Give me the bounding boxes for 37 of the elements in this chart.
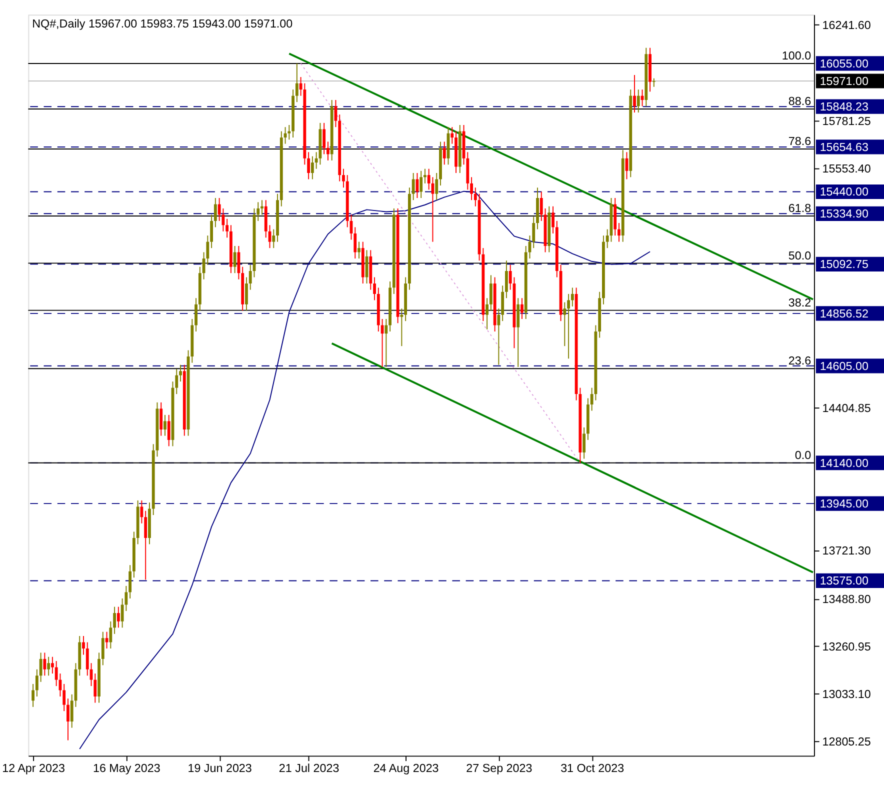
ref-line-label: 15092.75 xyxy=(820,258,868,272)
x-tick-label: 24 Aug 2023 xyxy=(373,762,439,775)
annotation: 88.6 xyxy=(788,95,812,108)
x-tick-label: 21 Jul 2023 xyxy=(278,762,340,775)
y-tick-label: 15781.25 xyxy=(822,114,871,128)
annotation: 50.0 xyxy=(788,249,812,262)
ref-line-label: 15848.23 xyxy=(820,100,868,114)
y-tick-label: 13260.95 xyxy=(822,640,871,654)
x-tick-label: 12 Apr 2023 xyxy=(2,762,65,775)
ref-line-label: 15334.90 xyxy=(820,208,869,221)
y-tick-label: 13488.80 xyxy=(822,593,872,606)
ref-line-label: 15971.00 xyxy=(820,74,869,88)
annotation: 78.6 xyxy=(788,135,812,148)
y-tick-label: 15553.40 xyxy=(822,162,872,176)
x-tick-label: 19 Jun 2023 xyxy=(188,762,252,775)
x-tick-label: 27 Sep 2023 xyxy=(466,762,532,775)
y-tick-label: 13721.30 xyxy=(822,544,872,558)
ref-line-label: 15440.00 xyxy=(820,186,869,199)
annotation: 0.0 xyxy=(794,448,812,462)
x-tick-label: 31 Oct 2023 xyxy=(560,762,624,775)
y-tick-label: 14404.85 xyxy=(822,402,871,416)
annotation: 100.0 xyxy=(782,50,812,63)
ref-line-label: 13945.00 xyxy=(820,497,869,510)
ref-line-label: 14605.00 xyxy=(820,360,869,373)
ref-line-label: 16055.00 xyxy=(820,57,869,70)
x-tick-label: 16 May 2023 xyxy=(92,762,160,775)
y-tick-label: 13033.10 xyxy=(822,688,872,702)
ref-line-label: 15654.63 xyxy=(820,140,868,154)
y-tick-label: 16241.60 xyxy=(822,18,872,32)
annotation: 23.6 xyxy=(788,354,812,368)
ref-line-label: 14140.00 xyxy=(820,456,869,470)
chart-title: NQ#,Daily 15967.00 15983.75 15943.00 15971.00 xyxy=(32,17,294,30)
annotation: 38.2 xyxy=(788,296,812,310)
annotation: 61.8 xyxy=(788,202,812,216)
y-tick-label: 12805.25 xyxy=(822,736,871,749)
ref-line-label: 14856.52 xyxy=(820,307,868,320)
ref-line-label: 13575.00 xyxy=(820,574,869,588)
